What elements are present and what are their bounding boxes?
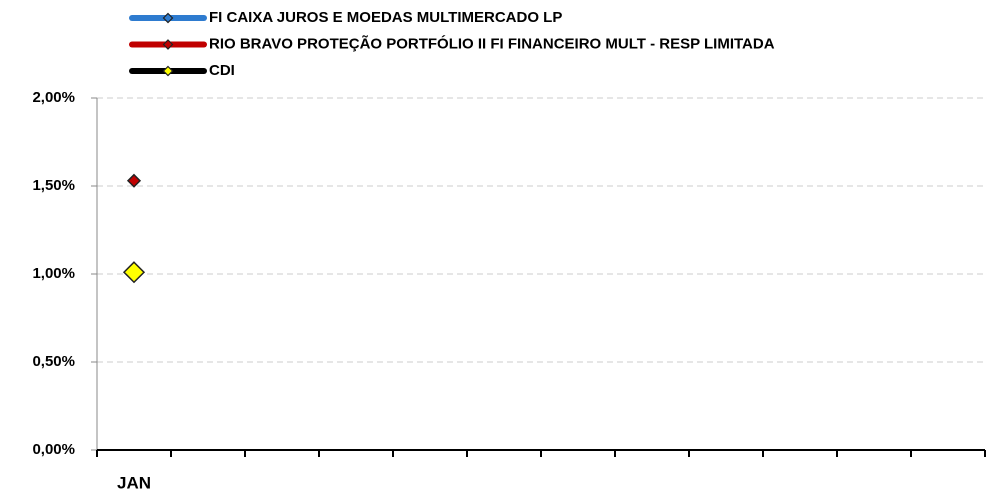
legend-marker	[162, 12, 174, 24]
legend-marker	[162, 39, 174, 50]
y-tick-label: 1,50%	[32, 177, 75, 194]
data-point	[126, 173, 142, 188]
y-tick-label: 2,00%	[32, 89, 75, 106]
y-tick-label: 0,50%	[32, 353, 75, 370]
y-tick-label: 0,00%	[32, 441, 75, 458]
legend-label: FI CAIXA JUROS E MOEDAS MULTIMERCADO LP	[209, 9, 562, 26]
legend-label: CDI	[209, 62, 235, 79]
legend-label: RIO BRAVO PROTEÇÃO PORTFÓLIO II FI FINAN…	[209, 34, 775, 52]
y-tick-label: 1,00%	[32, 265, 75, 282]
x-tick-label: JAN	[117, 473, 151, 492]
data-point	[122, 261, 146, 284]
legend-marker	[162, 65, 174, 77]
